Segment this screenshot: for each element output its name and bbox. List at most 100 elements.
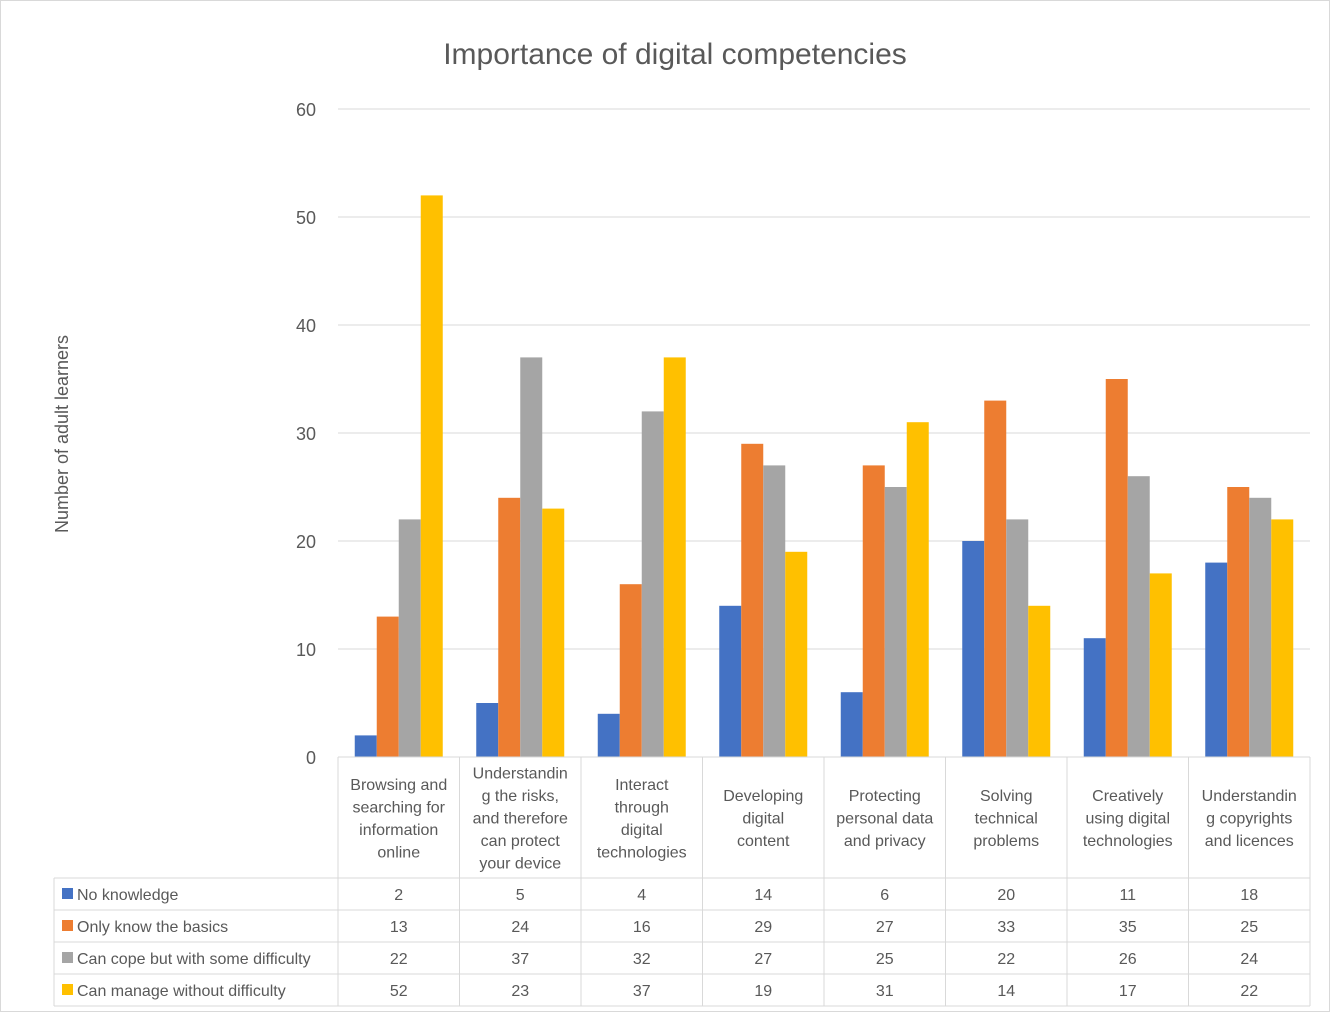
bar xyxy=(398,519,421,757)
x-category-label: Interact through digital technologies xyxy=(597,777,687,862)
y-tick-label: 40 xyxy=(296,316,316,336)
x-category-label-line: g copyrights xyxy=(1206,811,1292,828)
bar xyxy=(862,465,885,757)
x-category-label-line: online xyxy=(377,844,420,861)
bar xyxy=(542,508,565,757)
x-category-label: Protecting personal data and privacy xyxy=(836,788,933,850)
bar xyxy=(962,541,985,757)
data-table: Browsing and searching for information onli… xyxy=(53,756,1311,1007)
bar xyxy=(884,487,907,757)
x-category-label-line: using digital xyxy=(1086,811,1171,828)
table-value: 5 xyxy=(516,887,525,904)
bar xyxy=(420,195,443,757)
y-tick-label: 50 xyxy=(296,208,316,228)
x-category-label-line: technologies xyxy=(597,844,687,861)
x-category-label-line: through xyxy=(615,799,669,816)
table-value: 18 xyxy=(1240,887,1258,904)
x-category-label-line: can protect xyxy=(481,833,561,850)
x-category-label: Solving technical problems xyxy=(973,788,1039,850)
x-category-label-line: Developing xyxy=(723,788,803,805)
bar xyxy=(763,465,786,757)
table-value: 52 xyxy=(390,983,408,1000)
legend-key xyxy=(62,888,73,899)
x-category-label-line: technical xyxy=(975,811,1038,828)
table-value: 2 xyxy=(394,887,403,904)
x-category-label: Understandin g copyrights and licences xyxy=(1202,788,1297,850)
table-value: 14 xyxy=(754,887,772,904)
table-value: 11 xyxy=(1119,887,1136,904)
bar xyxy=(906,422,929,757)
y-tick-label: 60 xyxy=(296,100,316,120)
bar xyxy=(1083,638,1106,757)
table-value: 4 xyxy=(637,887,646,904)
bar xyxy=(840,692,863,757)
chart-title: Importance of digital competencies xyxy=(443,38,907,71)
legend-label: Only know the basics xyxy=(77,919,228,936)
table-value: 27 xyxy=(754,951,772,968)
bar xyxy=(741,443,764,757)
bar xyxy=(1127,476,1150,757)
table-value: 16 xyxy=(633,919,651,936)
table-value: 37 xyxy=(511,951,529,968)
bar xyxy=(476,703,499,757)
x-category-label-line: digital xyxy=(742,811,784,828)
y-tick-label: 0 xyxy=(306,748,316,768)
bar xyxy=(719,605,742,757)
table-value: 22 xyxy=(390,951,408,968)
bars xyxy=(354,195,1294,757)
table-value: 33 xyxy=(997,919,1015,936)
table-value: 17 xyxy=(1119,983,1137,1000)
legend-label: Can cope but with some difficulty xyxy=(77,951,311,968)
table-value: 25 xyxy=(1240,919,1258,936)
legend-key xyxy=(62,984,73,995)
table-value: 32 xyxy=(633,951,651,968)
x-category-label-line: Creatively xyxy=(1092,788,1163,805)
x-category-label-line: problems xyxy=(973,833,1039,850)
x-category-label: Developing digital content xyxy=(723,788,803,850)
table-value: 24 xyxy=(1240,951,1258,968)
bar xyxy=(619,584,642,757)
y-tick-label: 30 xyxy=(296,424,316,444)
table-value: 29 xyxy=(754,919,772,936)
table-value: 37 xyxy=(633,983,651,1000)
legend-label: No knowledge xyxy=(77,887,179,904)
table-value: 24 xyxy=(511,919,529,936)
table-value: 22 xyxy=(1240,983,1258,1000)
bar xyxy=(1028,605,1051,757)
x-category-label-line: Solving xyxy=(980,788,1032,805)
table-value: 20 xyxy=(997,887,1015,904)
table-value: 19 xyxy=(754,983,772,1000)
bar xyxy=(1249,497,1272,757)
table-value: 26 xyxy=(1119,951,1137,968)
bar xyxy=(641,411,664,757)
bar xyxy=(1105,379,1128,757)
legend-key xyxy=(62,952,73,963)
x-category-label: Creatively using digital technologies xyxy=(1083,788,1173,850)
x-category-label-line: your device xyxy=(479,856,561,873)
x-category-label: Understandin g the risks, and therefore can… xyxy=(473,766,568,873)
table-value: 22 xyxy=(997,951,1015,968)
y-tick-label: 10 xyxy=(296,640,316,660)
x-category-label-line: Understandin xyxy=(473,766,568,783)
bar xyxy=(597,713,620,757)
legend-key xyxy=(62,920,73,931)
bar xyxy=(1205,562,1228,757)
table-value: 35 xyxy=(1119,919,1137,936)
table-value: 31 xyxy=(876,983,894,1000)
table-value: 14 xyxy=(997,983,1015,1000)
x-category-label-line: technologies xyxy=(1083,833,1173,850)
x-category-label-line: content xyxy=(737,833,790,850)
bar xyxy=(1006,519,1029,757)
bar xyxy=(663,357,686,757)
x-category-label-line: Understandin xyxy=(1202,788,1297,805)
x-category-label: Browsing and searching for information onli… xyxy=(350,777,447,862)
bar xyxy=(984,400,1007,757)
x-category-label-line: and therefore xyxy=(473,811,568,828)
legend-label: Can manage without difficulty xyxy=(77,983,286,1000)
y-tick-label: 20 xyxy=(296,532,316,552)
x-category-label-line: information xyxy=(359,822,438,839)
x-category-label-line: and licences xyxy=(1205,833,1294,850)
x-category-label-line: searching for xyxy=(353,799,446,816)
